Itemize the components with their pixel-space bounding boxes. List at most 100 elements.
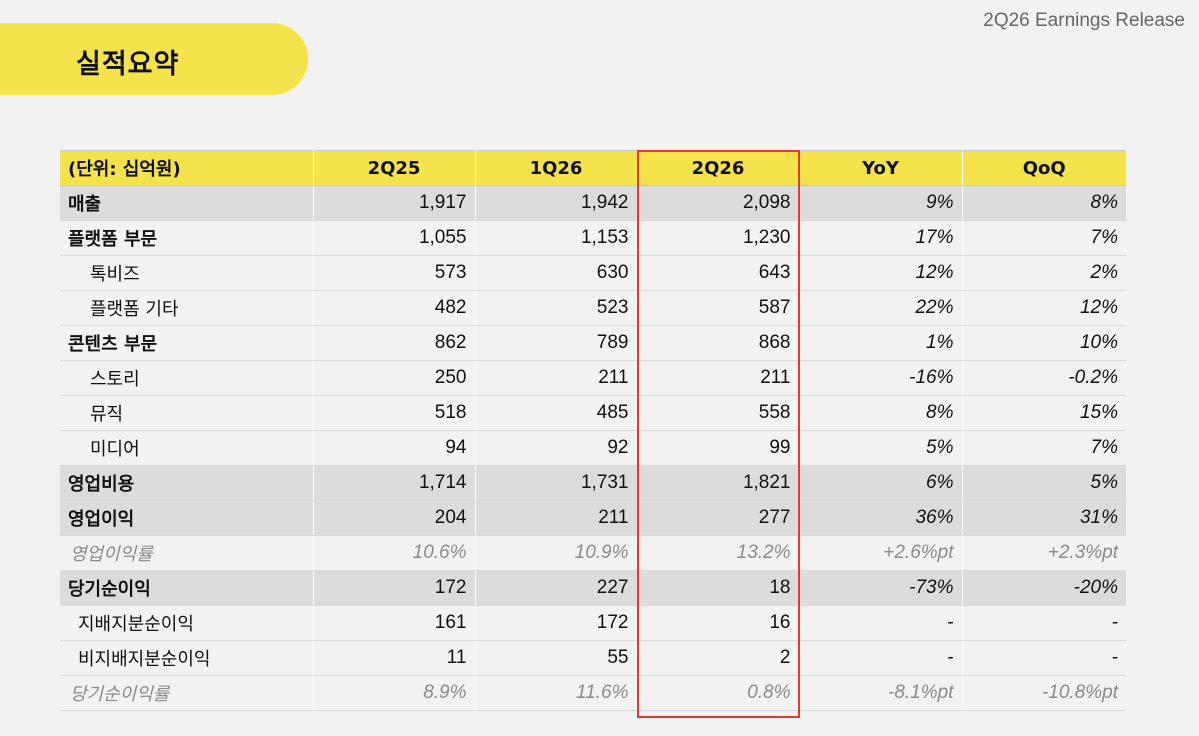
column-header-qoq: QoQ <box>962 150 1126 186</box>
cell-1q26: 523 <box>475 290 638 326</box>
row-label: 콘텐츠 부문 <box>60 325 314 361</box>
cell-2q26: 0.8% <box>637 675 800 711</box>
cell-yoy: 17% <box>799 220 963 256</box>
release-label: 2Q26 Earnings Release <box>983 10 1185 31</box>
cell-2q25: 518 <box>313 395 476 431</box>
cell-qoq: 7% <box>962 430 1126 466</box>
cell-1q26: 1,731 <box>475 465 638 501</box>
column-header-1q26: 1Q26 <box>475 150 638 186</box>
row-label: 플랫폼 기타 <box>60 290 314 326</box>
cell-yoy: +2.6%pt <box>799 535 963 571</box>
cell-2q25: 1,714 <box>313 465 476 501</box>
cell-1q26: 10.9% <box>475 535 638 571</box>
cell-1q26: 1,153 <box>475 220 638 256</box>
cell-yoy: 1% <box>799 325 963 361</box>
cell-1q26: 227 <box>475 570 638 606</box>
cell-yoy: 12% <box>799 255 963 291</box>
cell-qoq: 2% <box>962 255 1126 291</box>
cell-yoy: 5% <box>799 430 963 466</box>
cell-qoq: -0.2% <box>962 360 1126 396</box>
table-row-talkbiz: 톡비즈 573 630 643 12% 2% <box>60 255 1126 291</box>
table-row-operating-margin: 영업이익률 10.6% 10.9% 13.2% +2.6%pt +2.3%pt <box>60 535 1126 571</box>
row-label: 당기순이익률 <box>60 675 314 711</box>
cell-yoy: 8% <box>799 395 963 431</box>
table-row-platform-other: 플랫폼 기타 482 523 587 22% 12% <box>60 290 1126 326</box>
column-header-2q26: 2Q26 <box>637 150 800 186</box>
column-header-unit: (단위: 십억원) <box>60 150 314 186</box>
row-label: 당기순이익 <box>60 570 314 606</box>
cell-yoy: 9% <box>799 185 963 221</box>
cell-2q25: 11 <box>313 640 476 676</box>
table-row-revenue: 매출 1,917 1,942 2,098 9% 8% <box>60 185 1126 221</box>
table-row-media: 미디어 94 92 99 5% 7% <box>60 430 1126 466</box>
table-row-music: 뮤직 518 485 558 8% 15% <box>60 395 1126 431</box>
table-row-non-controlling-net-income: 비지배지분순이익 11 55 2- - <box>60 640 1126 676</box>
table-row-platform: 플랫폼 부문 1,055 1,153 1,230 17% 7% <box>60 220 1126 256</box>
cell-yoy: - <box>799 605 963 641</box>
row-label: 영업이익 <box>60 500 314 536</box>
cell-1q26: 630 <box>475 255 638 291</box>
row-label: 스토리 <box>60 360 314 396</box>
cell-2q25: 573 <box>313 255 476 291</box>
cell-2q25: 250 <box>313 360 476 396</box>
cell-2q25: 161 <box>313 605 476 641</box>
cell-qoq: -20% <box>962 570 1126 606</box>
cell-1q26: 789 <box>475 325 638 361</box>
cell-1q26: 211 <box>475 500 638 536</box>
earnings-summary-table: (단위: 십억원) 2Q25 1Q26 2Q26 YoY QoQ 매출 1,917… <box>60 150 1126 711</box>
cell-yoy: -8.1%pt <box>799 675 963 711</box>
cell-yoy: 6% <box>799 465 963 501</box>
cell-2q26: 558 <box>637 395 800 431</box>
cell-qoq: 8% <box>962 185 1126 221</box>
cell-2q25: 10.6% <box>313 535 476 571</box>
cell-qoq: 5% <box>962 465 1126 501</box>
cell-2q25: 8.9% <box>313 675 476 711</box>
cell-1q26: 11.6% <box>475 675 638 711</box>
title-banner <box>0 23 308 95</box>
row-label: 미디어 <box>60 430 314 466</box>
cell-2q26: 868 <box>637 325 800 361</box>
cell-1q26: 211 <box>475 360 638 396</box>
cell-2q26: 13.2% <box>637 535 800 571</box>
row-label: 뮤직 <box>60 395 314 431</box>
cell-2q26: 2,098 <box>637 185 800 221</box>
cell-2q26: 211 <box>637 360 800 396</box>
row-label: 플랫폼 부문 <box>60 220 314 256</box>
cell-2q26: 1,230 <box>637 220 800 256</box>
table-row-content: 콘텐츠 부문 862 789 868 1% 10% <box>60 325 1126 361</box>
cell-yoy: -73% <box>799 570 963 606</box>
row-label: 비지배지분순이익 <box>60 640 314 676</box>
cell-yoy: 22% <box>799 290 963 326</box>
cell-qoq: 10% <box>962 325 1126 361</box>
cell-2q26: 2 <box>637 640 800 676</box>
table-header-row: (단위: 십억원) 2Q25 1Q26 2Q26 YoY QoQ <box>60 150 1126 186</box>
cell-qoq: - <box>962 605 1126 641</box>
row-label: 영업이익률 <box>60 535 314 571</box>
cell-2q25: 172 <box>313 570 476 606</box>
cell-2q26: 99 <box>637 430 800 466</box>
cell-qoq: +2.3%pt <box>962 535 1126 571</box>
cell-2q26: 16 <box>637 605 800 641</box>
cell-2q25: 94 <box>313 430 476 466</box>
cell-qoq: 15% <box>962 395 1126 431</box>
cell-qoq: 12% <box>962 290 1126 326</box>
cell-qoq: - <box>962 640 1126 676</box>
table-row-net-margin: 당기순이익률 8.9% 11.6% 0.8% -8.1%pt -10.8%pt <box>60 675 1126 711</box>
cell-2q25: 204 <box>313 500 476 536</box>
cell-2q26: 277 <box>637 500 800 536</box>
cell-yoy: 36% <box>799 500 963 536</box>
cell-1q26: 1,942 <box>475 185 638 221</box>
column-header-2q25: 2Q25 <box>313 150 476 186</box>
cell-yoy: - <box>799 640 963 676</box>
cell-1q26: 55 <box>475 640 638 676</box>
cell-2q26: 1,821 <box>637 465 800 501</box>
cell-2q26: 18 <box>637 570 800 606</box>
row-label: 영업비용 <box>60 465 314 501</box>
cell-qoq: 7% <box>962 220 1126 256</box>
cell-qoq: -10.8%pt <box>962 675 1126 711</box>
page-title: 실적요약 <box>76 49 180 80</box>
cell-2q26: 587 <box>637 290 800 326</box>
table-row-operating-expense: 영업비용 1,714 1,731 1,821 6% 5% <box>60 465 1126 501</box>
row-label: 매출 <box>60 185 314 221</box>
table-row-operating-profit: 영업이익 204 211 277 36% 31% <box>60 500 1126 536</box>
